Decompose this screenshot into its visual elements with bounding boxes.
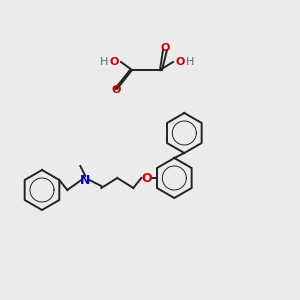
Text: O: O (109, 57, 119, 67)
Text: O: O (111, 85, 121, 95)
Text: H: H (186, 57, 194, 67)
Text: O: O (141, 172, 152, 184)
Text: N: N (80, 173, 91, 187)
Text: O: O (160, 43, 170, 53)
Text: H: H (100, 57, 108, 67)
Text: O: O (175, 57, 185, 67)
